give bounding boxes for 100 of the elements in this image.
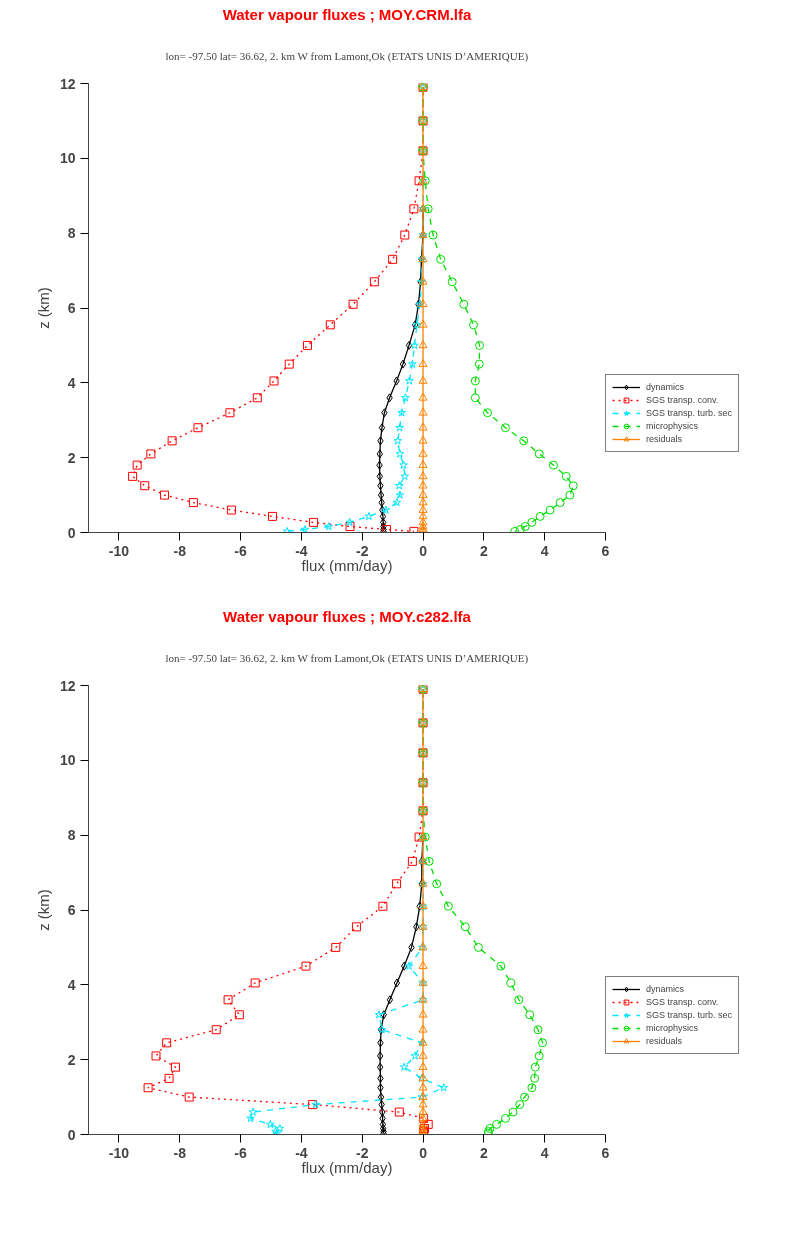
point [301,961,311,971]
point [376,1062,384,1072]
y-tick-label: 6 [67,902,76,918]
point [483,408,492,418]
point [515,525,525,533]
point [520,522,530,532]
point [140,481,150,491]
y-tick-label: 12 [59,677,76,694]
point [414,176,424,186]
point [266,1119,275,1129]
point [377,490,385,500]
point [418,392,428,401]
point [500,423,510,433]
point [128,471,138,481]
legend-label: microphysics [646,420,699,432]
y-tick-label: 4 [67,976,76,993]
y-tick-label: 8 [67,827,76,844]
x-tick-label: 4 [540,1144,549,1161]
point [515,1100,525,1110]
y-tick-label: 10 [59,752,76,769]
point [302,340,312,350]
legend-label: SGS transp. conv. [646,996,719,1008]
point [146,449,156,459]
point [418,1062,428,1070]
x-tick-label: 6 [601,542,610,559]
x-tick-label: -2 [355,1144,369,1161]
point [388,254,398,264]
point [300,525,310,533]
point [284,359,294,369]
point [418,504,428,513]
point [561,471,571,481]
point [418,319,428,328]
point [248,1107,258,1116]
point [399,359,407,369]
point [520,1092,530,1102]
y-tick-label: 12 [59,75,76,92]
point [381,408,388,418]
point [151,1051,161,1061]
point [395,490,405,499]
point [530,1073,540,1083]
x-tick-label: -2 [355,542,369,559]
point [132,460,142,470]
point [167,436,177,446]
point [428,230,438,240]
point [410,340,419,350]
y-axis-title: z (km) [34,287,52,329]
point [534,1051,544,1061]
point [364,511,374,521]
point [418,448,428,457]
point [381,505,391,514]
legend-label: SGS transp. turb. sec [646,407,733,419]
x-tick-label: -6 [234,1144,247,1161]
point [386,393,393,403]
point [424,856,434,866]
point [418,340,428,349]
point [160,490,170,500]
point [223,995,233,1005]
point [379,505,386,515]
point [252,393,262,403]
y-tick-label: 2 [67,449,76,466]
point [519,436,529,446]
point [395,423,404,432]
point [143,1083,153,1093]
point [418,1009,428,1018]
point [432,879,442,889]
y-tick-label: 2 [67,1051,76,1068]
point [409,204,419,214]
y-axis-title: z (km) [34,889,52,931]
point [459,299,469,309]
point [496,961,506,971]
point [418,521,428,530]
point [418,1099,428,1108]
point [378,423,386,433]
x-tick-label: 0 [419,542,428,559]
point [460,922,470,932]
point [418,1082,428,1091]
x-tick-label: -10 [108,542,130,559]
point [376,471,384,481]
point [418,435,428,444]
y-tick-label: 6 [67,300,76,316]
point [309,517,319,527]
point [418,471,428,480]
point [324,522,334,531]
point [418,480,428,489]
point [170,1062,180,1072]
point [418,1106,428,1115]
point [345,522,355,532]
point [377,1073,384,1083]
point [392,498,402,507]
point [275,1124,285,1133]
y-tick-label: 4 [67,374,76,391]
point [423,204,433,214]
point [545,505,555,515]
point [162,1038,172,1048]
chart-title: Water vapour fluxes ; MOY.CRM.lfa [222,5,472,23]
point [225,408,235,418]
point [378,901,388,911]
point [418,961,428,969]
point [164,1073,174,1083]
point [534,449,544,459]
